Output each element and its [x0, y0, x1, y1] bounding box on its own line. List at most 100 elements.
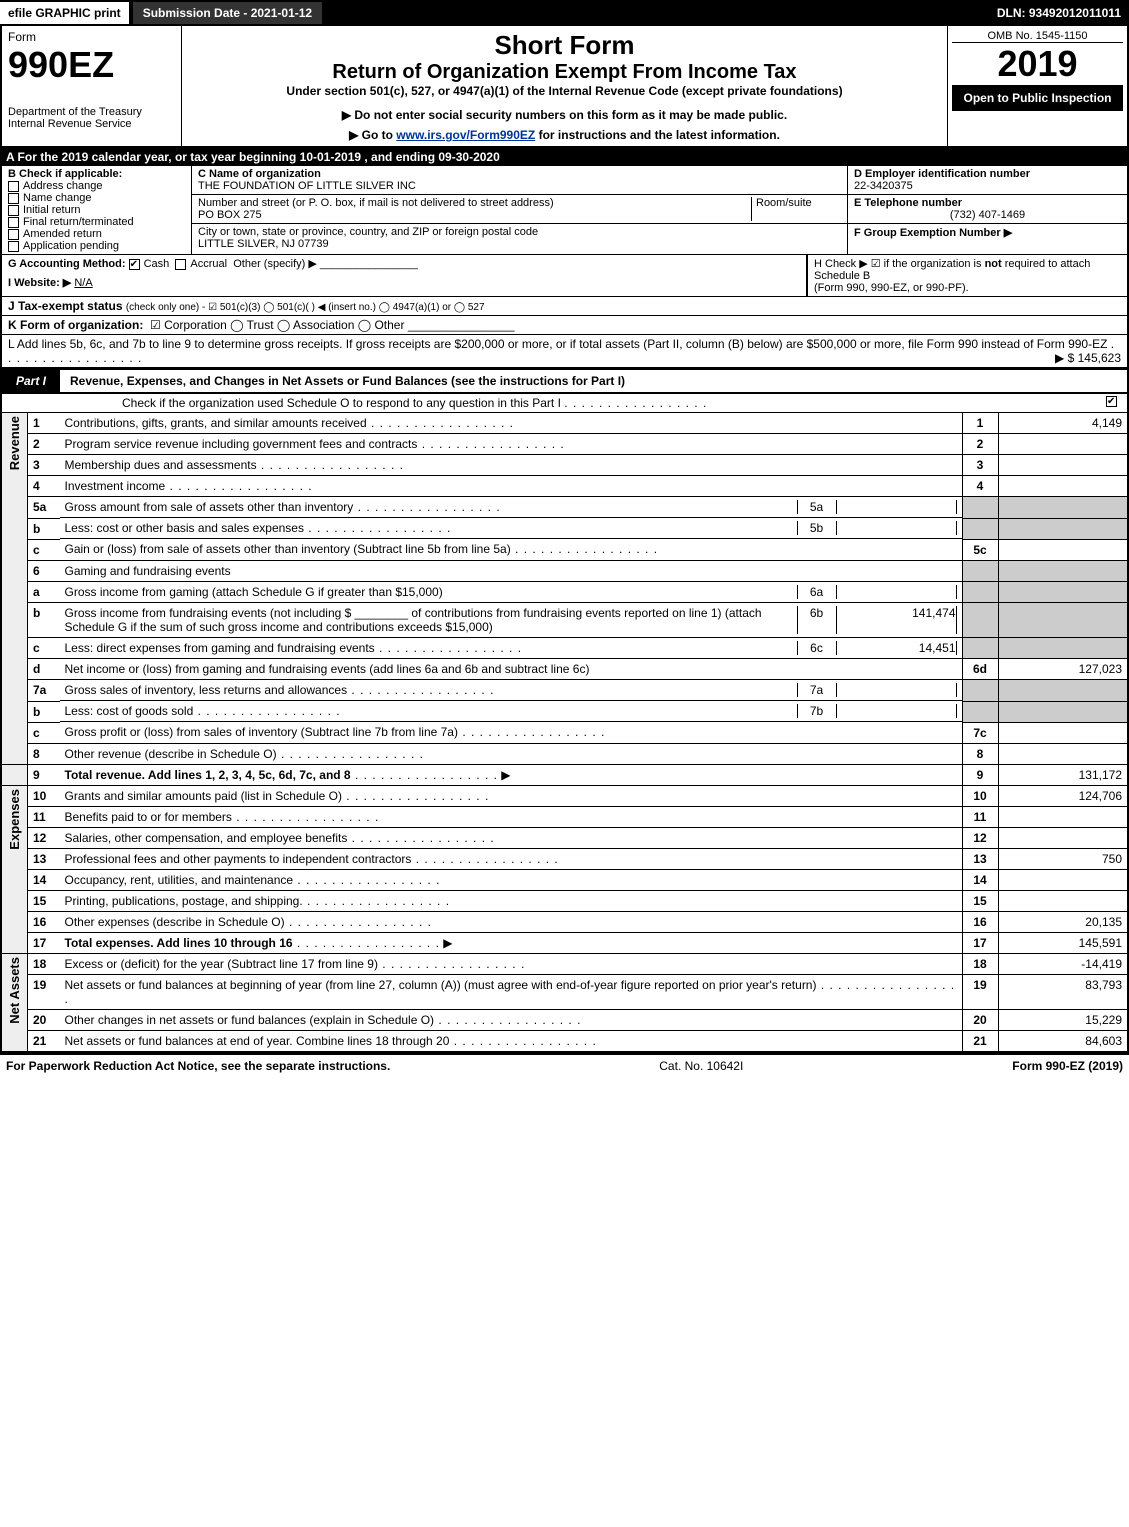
- line-6c-subval: 14,451: [837, 641, 957, 655]
- irs-link[interactable]: www.irs.gov/Form990EZ: [396, 128, 535, 142]
- irs: Internal Revenue Service: [8, 118, 175, 130]
- d-ein-label: D Employer identification number: [854, 168, 1121, 180]
- dln: DLN: 93492012011011: [997, 6, 1129, 20]
- b-opt-address[interactable]: Address change: [8, 180, 185, 192]
- line-5c-desc: Gain or (loss) from sale of assets other…: [65, 542, 511, 556]
- org-name: THE FOUNDATION OF LITTLE SILVER INC: [198, 180, 841, 192]
- top-bar: efile GRAPHIC print Submission Date - 20…: [0, 0, 1129, 26]
- footer-catno: Cat. No. 10642I: [390, 1059, 1012, 1073]
- i-website: N/A: [74, 277, 92, 289]
- part-i-check-note: Check if the organization used Schedule …: [122, 396, 561, 410]
- line-7b-desc: Less: cost of goods sold: [65, 704, 194, 718]
- k-label: K Form of organization:: [8, 318, 143, 332]
- b-opt-initial[interactable]: Initial return: [8, 204, 185, 216]
- org-address: PO BOX 275: [198, 209, 751, 221]
- line-11-val: [998, 806, 1128, 827]
- line-7c-desc: Gross profit or (loss) from sales of inv…: [65, 725, 458, 739]
- line-12-desc: Salaries, other compensation, and employ…: [65, 831, 348, 845]
- net-assets-label: Net Assets: [7, 957, 22, 1024]
- g-accrual[interactable]: Accrual: [175, 258, 227, 270]
- line-5a-subval: [837, 500, 957, 514]
- c-label: C Name of organization: [198, 168, 841, 180]
- revenue-label: Revenue: [7, 416, 22, 470]
- efile-print-button[interactable]: efile GRAPHIC print: [0, 2, 129, 24]
- line-17-val: 145,591: [998, 932, 1128, 953]
- b-opt-amended[interactable]: Amended return: [8, 228, 185, 240]
- b-opt-name[interactable]: Name change: [8, 192, 185, 204]
- part-i-header: Part I Revenue, Expenses, and Changes in…: [0, 369, 1129, 394]
- line-7c-val: [998, 722, 1128, 743]
- line-14-val: [998, 869, 1128, 890]
- f-group-label: F Group Exemption Number ▶: [854, 226, 1121, 239]
- line-12-val: [998, 827, 1128, 848]
- g-other[interactable]: Other (specify) ▶: [233, 258, 317, 270]
- line-20-desc: Other changes in net assets or fund bala…: [65, 1013, 435, 1027]
- line-16-desc: Other expenses (describe in Schedule O): [65, 915, 285, 929]
- line-10-val: 124,706: [998, 785, 1128, 806]
- line-8-desc: Other revenue (describe in Schedule O): [65, 747, 277, 761]
- b-opt-pending[interactable]: Application pending: [8, 240, 185, 252]
- short-form-title: Short Form: [186, 30, 943, 61]
- line-5a-desc: Gross amount from sale of assets other t…: [65, 500, 354, 514]
- k-options[interactable]: ☑ Corporation ◯ Trust ◯ Association ◯ Ot…: [150, 318, 404, 332]
- ssn-warning: ▶ Do not enter social security numbers o…: [186, 108, 943, 122]
- line-21-desc: Net assets or fund balances at end of ye…: [65, 1034, 450, 1048]
- room-suite-label: Room/suite: [751, 197, 841, 221]
- return-title: Return of Organization Exempt From Incom…: [186, 61, 943, 84]
- line-10-desc: Grants and similar amounts paid (list in…: [65, 789, 342, 803]
- tax-year: 2019: [952, 43, 1123, 85]
- line-15-val: [998, 890, 1128, 911]
- footer-left: For Paperwork Reduction Act Notice, see …: [6, 1059, 390, 1073]
- line-6c-desc: Less: direct expenses from gaming and fu…: [65, 641, 375, 655]
- line-6-desc: Gaming and fundraising events: [60, 560, 963, 581]
- org-info-block: B Check if applicable: Address change Na…: [0, 166, 1129, 255]
- b-label: B Check if applicable:: [8, 168, 185, 180]
- l-amount: ▶ $ 145,623: [1055, 351, 1121, 365]
- line-a-period: A For the 2019 calendar year, or tax yea…: [0, 148, 1129, 166]
- l-text: L Add lines 5b, 6c, and 7b to line 9 to …: [8, 337, 1107, 351]
- line-4-val: [998, 476, 1128, 497]
- line-1-val: 4,149: [998, 413, 1128, 434]
- g-label: G Accounting Method:: [8, 258, 126, 270]
- dept-treasury: Department of the Treasury: [8, 106, 175, 118]
- line-7a-subval: [837, 683, 957, 697]
- footer-right: Form 990-EZ (2019): [1012, 1059, 1123, 1073]
- e-tel: (732) 407-1469: [854, 209, 1121, 221]
- g-cash[interactable]: Cash: [129, 258, 170, 270]
- d-ein: 22-3420375: [854, 180, 1121, 192]
- line-6d-val: 127,023: [998, 659, 1128, 680]
- part-i-title: Revenue, Expenses, and Changes in Net As…: [60, 374, 625, 388]
- open-to-public: Open to Public Inspection: [952, 85, 1123, 111]
- line-2-val: [998, 434, 1128, 455]
- line-4-desc: Investment income: [65, 479, 166, 493]
- line-1-desc: Contributions, gifts, grants, and simila…: [65, 416, 367, 430]
- line-8-val: [998, 743, 1128, 764]
- line-21-val: 84,603: [998, 1030, 1128, 1052]
- form-header: Form 990EZ Department of the Treasury In…: [0, 26, 1129, 148]
- line-6b-subval: 141,474: [837, 606, 957, 634]
- line-5b-desc: Less: cost or other basis and sales expe…: [65, 521, 304, 535]
- h-text1: H Check ▶ ☑ if the organization is: [814, 258, 985, 270]
- line-9-val: 131,172: [998, 764, 1128, 785]
- line-16-val: 20,135: [998, 911, 1128, 932]
- line-20-val: 15,229: [998, 1009, 1128, 1030]
- subtitle-501c: Under section 501(c), 527, or 4947(a)(1)…: [186, 84, 943, 98]
- part-i-checkbox[interactable]: [1106, 396, 1117, 407]
- line-17-desc: Total expenses. Add lines 10 through 16: [65, 936, 293, 950]
- line-3-desc: Membership dues and assessments: [65, 458, 257, 472]
- goto-instructions: ▶ Go to www.irs.gov/Form990EZ for instru…: [186, 128, 943, 142]
- j-options[interactable]: (check only one) - ☑ 501(c)(3) ◯ 501(c)(…: [126, 302, 485, 313]
- b-opt-final[interactable]: Final return/terminated: [8, 216, 185, 228]
- line-11-desc: Benefits paid to or for members: [65, 810, 232, 824]
- j-label: J Tax-exempt status: [8, 299, 123, 313]
- line-3-val: [998, 455, 1128, 476]
- e-tel-label: E Telephone number: [854, 197, 1121, 209]
- form-word: Form: [8, 30, 175, 44]
- line-18-val: -14,419: [998, 953, 1128, 974]
- addr-label: Number and street (or P. O. box, if mail…: [198, 197, 751, 209]
- h-text3: (Form 990, 990-EZ, or 990-PF).: [814, 282, 1121, 294]
- line-13-desc: Professional fees and other payments to …: [65, 852, 412, 866]
- line-6a-desc: Gross income from gaming (attach Schedul…: [65, 585, 443, 599]
- part-i-tab: Part I: [2, 370, 60, 392]
- expenses-label: Expenses: [7, 789, 22, 850]
